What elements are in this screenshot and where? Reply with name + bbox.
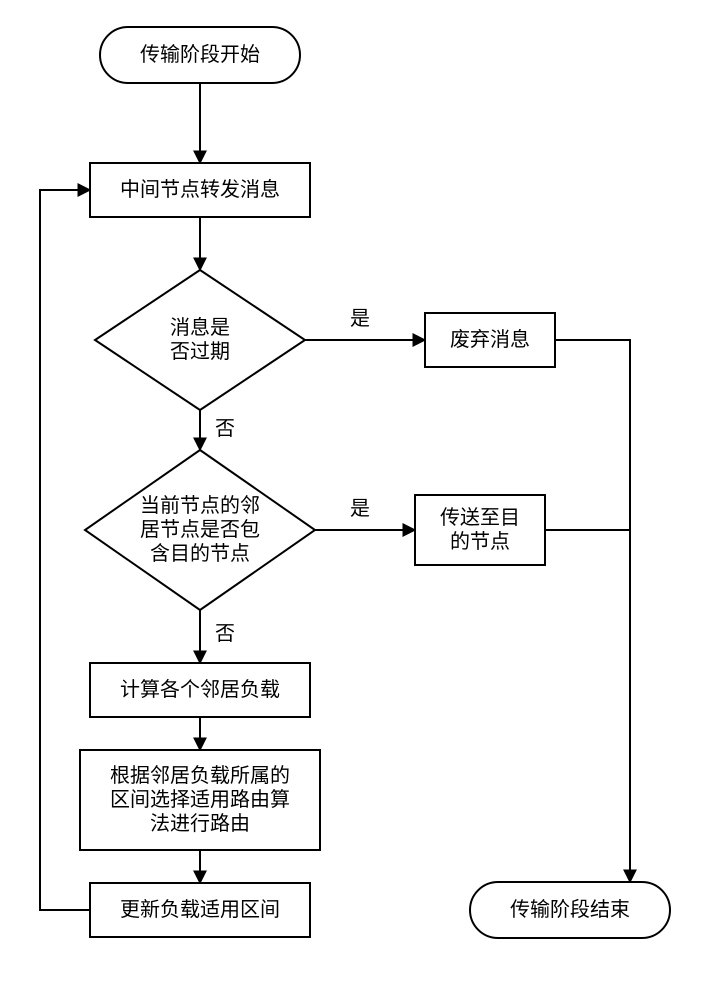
node-n3-line-0: 根据邻居负载所属的 [110,764,290,787]
node-todest-line-0: 传送至目 [440,506,520,529]
node-n3: 根据邻居负载所属的区间选择适用路由算法进行路由 [80,750,320,850]
node-n1-line-0: 中间节点转发消息 [120,178,280,201]
node-n4-line-0: 更新负载适用区间 [120,898,280,921]
node-d2-line-0: 当前节点的邻 [140,494,260,517]
node-discard: 废弃消息 [425,313,555,367]
node-d1-line-0: 消息是 [170,316,230,339]
node-n3-line-2: 法进行路由 [150,812,250,835]
node-discard-line-0: 废弃消息 [450,328,530,351]
node-d2: 当前节点的邻居节点是否包含目的节点 [85,450,315,610]
node-todest-line-1: 的节点 [450,530,510,553]
node-n2-line-0: 计算各个邻居负载 [120,678,280,701]
svg-text:是: 是 [350,498,370,520]
svg-text:是: 是 [350,308,370,330]
node-start-line-0: 传输阶段开始 [140,43,260,66]
node-d2-line-1: 居节点是否包 [140,518,260,541]
node-end: 传输阶段结束 [470,882,670,938]
node-d2-line-2: 含目的节点 [150,542,250,565]
svg-text:否: 否 [215,418,235,440]
node-d1-line-1: 否过期 [170,340,230,363]
node-end-line-0: 传输阶段结束 [510,898,630,921]
node-n3-line-1: 区间选择适用路由算 [110,788,290,811]
node-n2: 计算各个邻居负载 [90,663,310,717]
node-start: 传输阶段开始 [100,27,300,83]
node-n1: 中间节点转发消息 [90,163,310,217]
svg-text:否: 否 [215,623,235,645]
node-todest: 传送至目的节点 [415,495,545,565]
node-n4: 更新负载适用区间 [90,883,310,937]
node-d1: 消息是否过期 [95,270,305,410]
